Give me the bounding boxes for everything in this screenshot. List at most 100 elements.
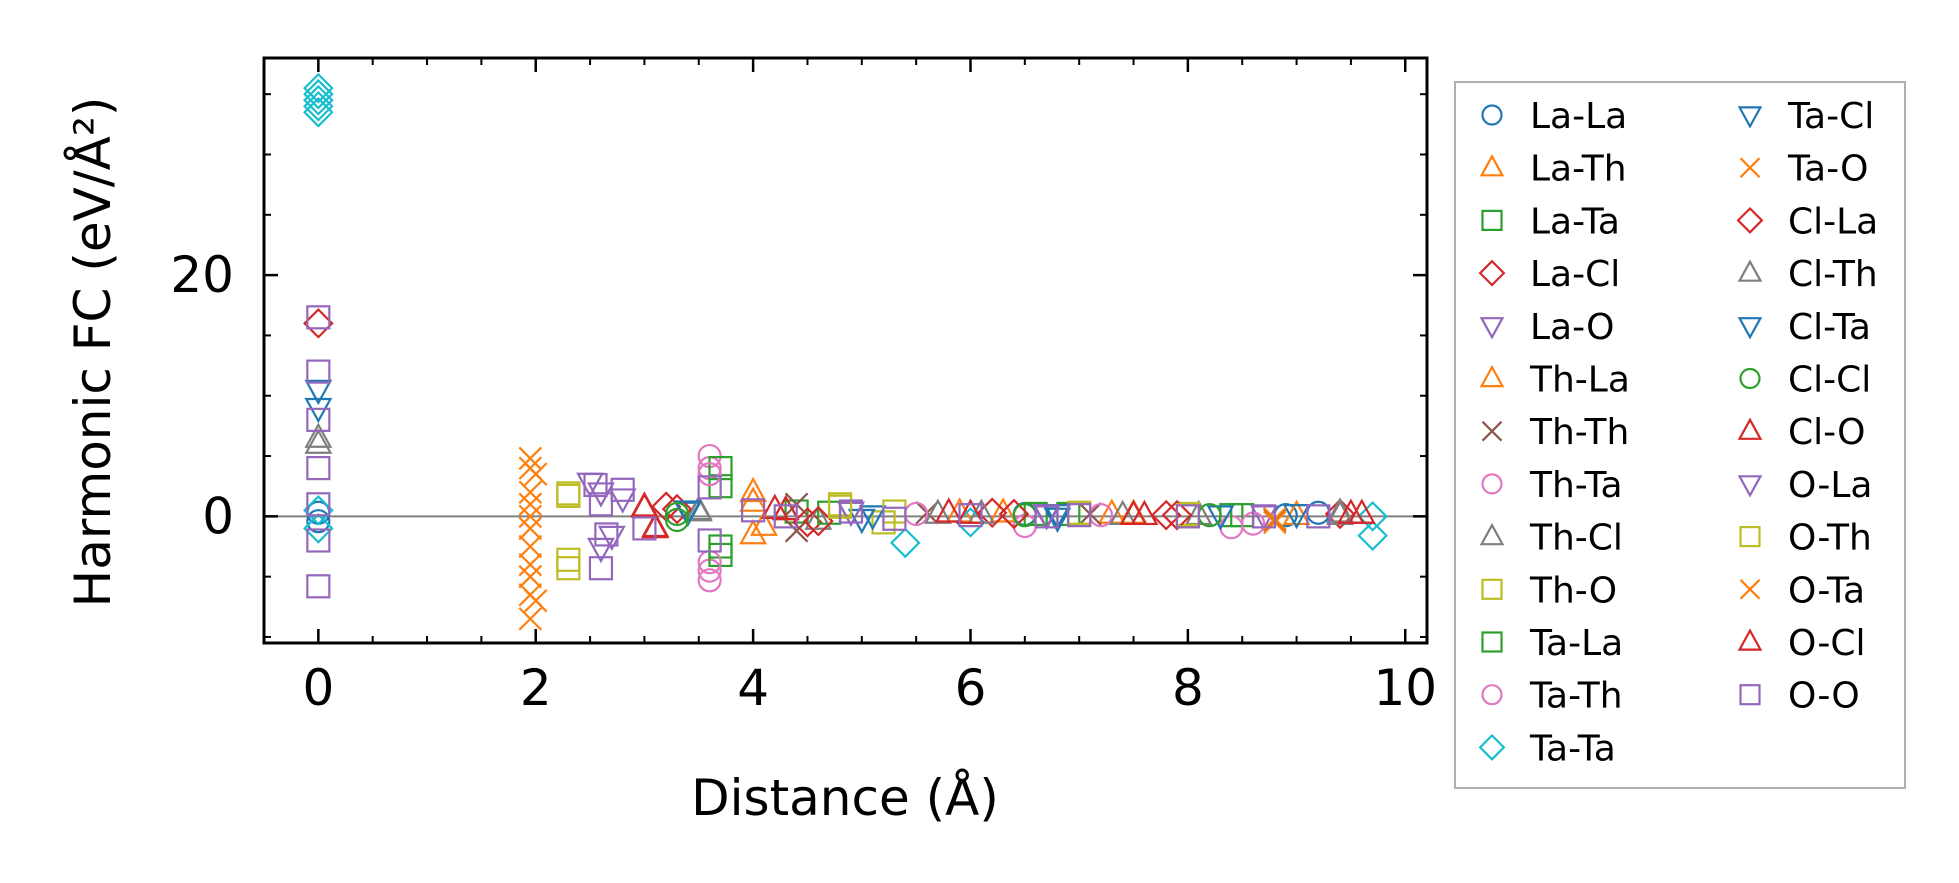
legend-label-18: Cl-Cl — [1788, 360, 1871, 401]
data-point-14-4 — [518, 564, 543, 589]
data-point-24-2 — [306, 407, 331, 432]
legend-label-14: Ta-O — [1787, 149, 1868, 190]
data-point-3-2 — [976, 497, 1008, 529]
data-point-22-0 — [518, 456, 543, 480]
data-point-21-1 — [556, 547, 581, 572]
data-point-12-7 — [889, 527, 921, 559]
legend-label-12: Ta-Ta — [1529, 728, 1616, 769]
data-point-24-22 — [1175, 504, 1200, 529]
data-point-24-3 — [306, 456, 331, 481]
data-point-13-0 — [304, 379, 333, 406]
y-tick-label-0: 0 — [202, 487, 234, 545]
data-point-20-1 — [586, 537, 615, 564]
data-point-24-17 — [838, 499, 864, 524]
x-tick-label-5: 10 — [1373, 659, 1437, 717]
data-point-3-4 — [1324, 498, 1356, 530]
data-point-23-2 — [771, 494, 800, 521]
x-tick-label-2: 4 — [737, 659, 769, 717]
legend-label-5: Th-La — [1529, 360, 1630, 401]
data-point-24-21 — [1067, 503, 1092, 528]
data-point-12-1 — [303, 78, 334, 110]
x-tick-label-4: 8 — [1172, 659, 1204, 717]
legend-label-2: La-Ta — [1530, 201, 1620, 242]
plot-frame — [262, 56, 1429, 645]
legend-marker-5 — [1479, 364, 1505, 388]
data-point-12-9 — [1357, 520, 1388, 551]
x-axis-ticks: 0 2 4 6 8 10 — [263, 58, 1437, 717]
legend-marker-13 — [1737, 106, 1763, 129]
data-point-22-2 — [518, 516, 543, 541]
legend-label-19: Cl-O — [1788, 412, 1865, 453]
data-point-24-16 — [773, 504, 798, 529]
legend-label-15: Cl-La — [1788, 201, 1878, 242]
x-tick-label-3: 6 — [955, 659, 987, 717]
legend-marker-3 — [1478, 259, 1506, 287]
data-point-18-0 — [664, 501, 690, 527]
data-point-23-3 — [956, 498, 985, 524]
data-point-24-20 — [1034, 504, 1059, 529]
data-point-17-0 — [673, 500, 702, 526]
legend-marker-1 — [1479, 154, 1505, 177]
data-point-23-4 — [1119, 499, 1148, 526]
legend-label-6: Th-Th — [1529, 412, 1629, 453]
data-point-16-1 — [684, 496, 713, 522]
data-point-3-3 — [1150, 499, 1182, 531]
data-point-16-2 — [923, 498, 952, 524]
legend-marker-4 — [1479, 317, 1505, 340]
legend-label-1: La-Th — [1530, 149, 1627, 190]
data-point-12-0 — [303, 72, 334, 104]
data-point-11-0 — [697, 462, 722, 487]
legend-label-7: Th-Ta — [1529, 465, 1623, 506]
data-point-15-4 — [1161, 499, 1193, 531]
legend-label-17: Cl-Ta — [1788, 307, 1871, 348]
legend-label-8: Th-Cl — [1529, 518, 1623, 559]
data-point-11-2 — [904, 501, 929, 527]
legend-label-21: O-Th — [1788, 518, 1872, 559]
x-tick-label-1: 2 — [520, 659, 552, 717]
legend-label-22: O-Ta — [1788, 570, 1865, 611]
data-point-24-6 — [306, 574, 331, 599]
legend-marker-9 — [1481, 578, 1503, 600]
data-point-4-0 — [586, 482, 615, 508]
data-point-12-2 — [303, 84, 334, 116]
data-point-12-3 — [303, 90, 334, 122]
legend-label-20: O-La — [1788, 465, 1872, 506]
data-point-5-4 — [1282, 499, 1311, 526]
legend: La-La La-Th La-Ta La-Cl La-O Th-La Th-Th Th-Ta T… — [1454, 81, 1906, 789]
legend-label-13: Ta-Cl — [1787, 96, 1874, 137]
plot-marks — [264, 72, 1427, 631]
data-point-22-1 — [518, 492, 543, 517]
data-point-5-1 — [750, 510, 778, 536]
data-point-17-1 — [858, 505, 887, 531]
data-point-1-3 — [989, 497, 1018, 523]
legend-label-24: O-O — [1788, 676, 1860, 717]
data-point-22-4 — [518, 582, 543, 607]
data-point-0-1 — [306, 509, 331, 534]
legend-marker-19 — [1737, 417, 1763, 440]
data-point-22-3 — [518, 552, 543, 577]
legend-frame — [1454, 81, 1906, 789]
legend-marker-17 — [1737, 317, 1763, 340]
data-point-8-1 — [804, 504, 833, 530]
data-point-13-5 — [1282, 504, 1311, 530]
data-point-24-0 — [306, 305, 331, 330]
data-point-15-2 — [803, 505, 834, 537]
legend-marker-2 — [1481, 209, 1503, 231]
data-point-24-8 — [588, 492, 614, 517]
data-point-15-1 — [661, 493, 693, 525]
data-point-24-11 — [610, 477, 635, 502]
data-point-8-5 — [304, 422, 333, 448]
data-point-1-1 — [739, 518, 768, 545]
legend-marker-15 — [1736, 206, 1764, 234]
data-point-24-7 — [583, 472, 608, 498]
data-point-12-6 — [303, 513, 334, 544]
data-point-16-4 — [1326, 499, 1355, 526]
x-axis-label: Distance (Å) — [691, 769, 999, 827]
data-point-21-0 — [556, 483, 581, 508]
data-point-14-2 — [518, 504, 543, 529]
legend-marker-16 — [1737, 259, 1763, 282]
legend-label-0: La-La — [1530, 96, 1627, 137]
legend-marker-22 — [1739, 579, 1761, 600]
legend-marker-8 — [1479, 522, 1505, 546]
data-point-14-5 — [518, 607, 543, 631]
